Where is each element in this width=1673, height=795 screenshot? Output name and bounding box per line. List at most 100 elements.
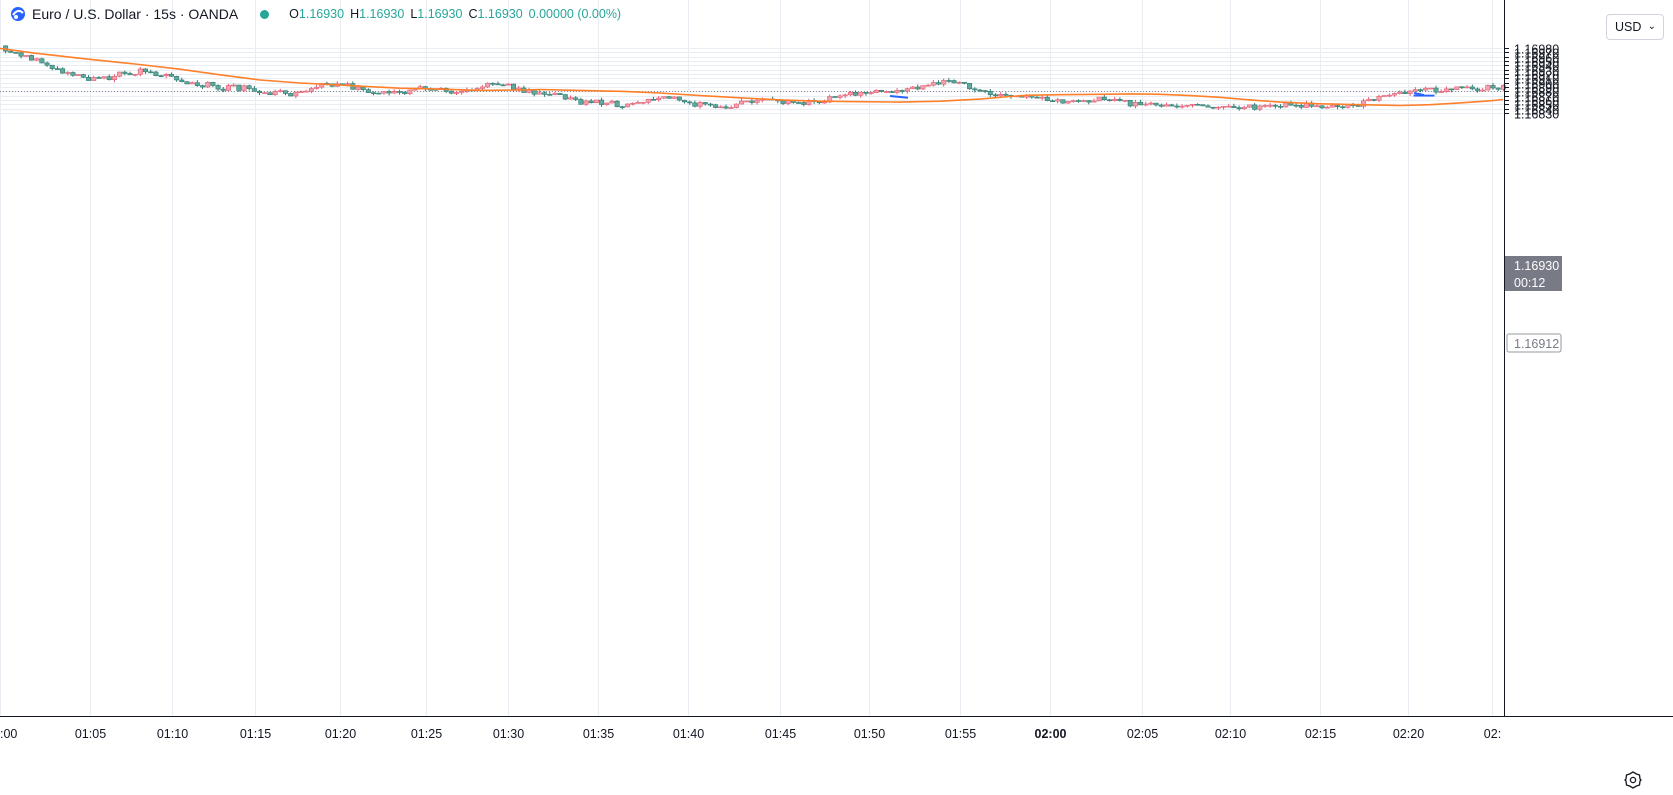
candle-body [1386,94,1392,97]
candle-body [1179,105,1185,108]
candle-body [687,101,693,104]
candle [402,91,408,95]
candle [739,98,745,105]
candle [982,90,988,94]
candle-body [179,79,185,83]
candle-body [961,81,967,84]
candle [661,96,667,100]
candle [1480,88,1486,92]
candle [1397,90,1403,95]
candle-body [1246,104,1252,108]
candle [194,80,200,87]
candle [381,91,387,95]
candle-body [65,72,71,74]
candle-body [858,92,864,96]
candle-body [796,102,802,104]
candle-body [1402,91,1408,94]
candle [453,91,459,96]
candle-body [1459,86,1465,89]
candle-body [930,82,936,86]
candle [360,86,366,92]
candle-body [1355,105,1361,107]
candle [231,83,237,87]
candle [599,97,605,107]
candle [184,81,190,85]
candle [832,96,838,98]
candle [1303,100,1309,109]
candle [1428,87,1434,90]
candle [1267,103,1273,108]
candle-body [583,100,589,105]
candle-body [407,89,413,94]
candle-body [1138,101,1144,106]
trend-line-drawing[interactable] [889,95,909,99]
currency-select[interactable]: USD ⌄ [1606,14,1664,40]
candle [806,98,812,106]
candle [1065,100,1071,104]
candle [713,103,719,109]
y-tick-label: 1.16890 [1514,82,1559,96]
candle-body [257,90,263,94]
candle [656,96,662,102]
candle-body [505,83,511,86]
price-axis[interactable]: 1.168301.168401.168501.168601.168701.168… [1504,43,1559,122]
y-tick-label: 1.16840 [1514,104,1559,118]
chart-settings-button[interactable] [1622,769,1644,791]
candle-body [1324,106,1330,109]
candle-body [1205,105,1211,108]
candle [485,82,491,88]
candle-body [448,90,454,94]
candle-body [1143,103,1149,106]
candle [91,75,97,81]
candle-body [262,92,268,95]
candle [868,91,874,95]
candle-body [915,86,921,90]
candle-body [500,84,506,87]
candle-body [1091,100,1097,103]
candle [288,92,294,97]
symbol-title[interactable]: Euro / U.S. Dollar · 15s · OANDA [32,6,239,22]
candle-body [1158,104,1164,107]
candle-body [44,62,50,66]
candle-body [547,94,553,96]
time-axis[interactable]: :00 01:05 01:10 01:15 01:20 01:25 01:30 01:35 01… [0,727,1501,741]
candle [365,88,371,93]
candle [143,68,149,74]
rectangle-drawing[interactable] [1413,94,1435,97]
candle-body [604,102,610,105]
candle-body [542,92,548,95]
low-label: L [410,7,418,21]
candle-body [215,85,221,90]
candle [697,100,703,109]
candle [96,76,102,79]
x-tick-label: 01:40 [673,727,704,741]
candle-body [1319,105,1325,109]
candle-body [645,98,651,103]
candle [490,82,496,86]
candle-body [1407,90,1413,94]
candle-body [656,97,662,100]
candle [1195,103,1201,106]
candle [956,81,962,85]
candle [1236,105,1242,111]
candle [671,96,677,99]
candle-body [1060,99,1066,104]
candle [1454,86,1460,90]
drawing-annotations[interactable] [889,92,1435,99]
candle [1221,106,1227,110]
candle-body [1241,106,1247,110]
candle-body [1252,104,1258,110]
candle [1107,98,1113,102]
x-tick-label: 02: [1484,727,1501,741]
candle-body [381,91,387,94]
candle [666,95,672,99]
candle [86,75,92,81]
candle-body [1112,99,1118,102]
candle-body [163,74,169,77]
candle-body [1366,99,1372,102]
candle-body [780,100,786,104]
candle [1474,87,1480,93]
currency-value: USD [1615,20,1642,34]
candle-body [314,86,320,89]
